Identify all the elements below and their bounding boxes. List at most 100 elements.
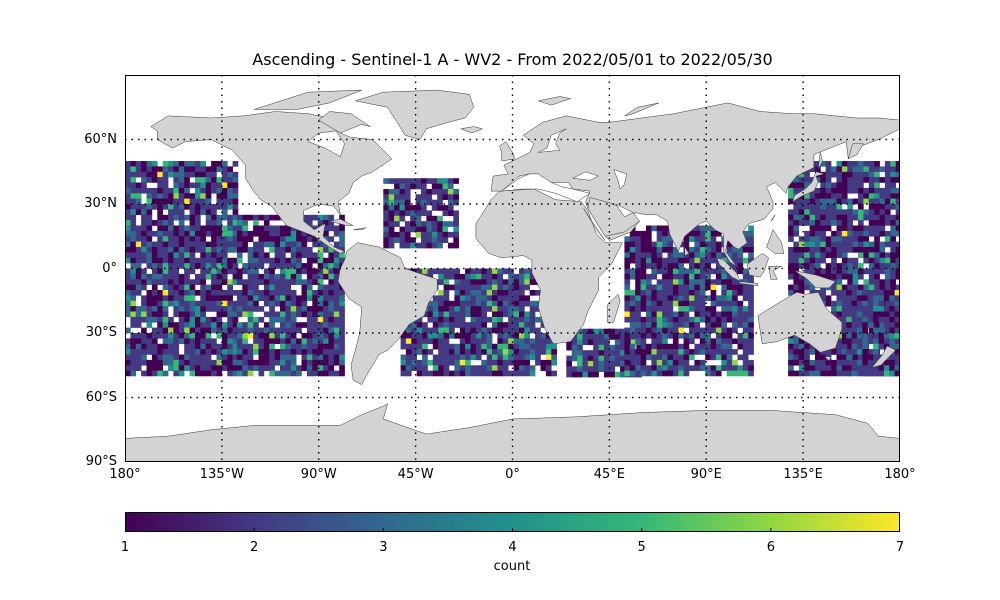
observation-cell	[667, 306, 674, 312]
observation-cell	[274, 311, 281, 318]
observation-cell	[715, 241, 722, 248]
observation-cell	[317, 359, 324, 366]
observation-cell	[737, 322, 744, 328]
red-sea-water	[583, 208, 606, 241]
observation-cell	[416, 268, 423, 275]
observation-cell	[125, 327, 131, 334]
observation-cell	[748, 333, 754, 339]
observation-cell	[879, 214, 886, 221]
observation-cell	[173, 230, 180, 237]
observation-cell	[168, 241, 174, 248]
observation-cell	[858, 225, 864, 232]
observation-cell	[798, 349, 805, 355]
observation-cell	[205, 273, 212, 280]
observation-cell	[328, 300, 335, 307]
observation-cell	[211, 279, 217, 285]
observation-cell	[715, 370, 722, 377]
observation-cell	[614, 328, 621, 335]
observation-cell	[205, 204, 212, 210]
observation-cell	[416, 338, 423, 345]
observation-cell	[804, 370, 810, 377]
observation-cell	[454, 349, 461, 355]
observation-cell	[513, 322, 520, 328]
observation-cell	[211, 241, 217, 248]
observation-cell	[232, 273, 239, 280]
observation-cell	[400, 354, 407, 361]
observation-cell	[421, 242, 427, 249]
observation-cell	[689, 273, 695, 280]
observation-cell	[189, 349, 196, 355]
observation-cell	[333, 290, 340, 296]
observation-cell	[453, 231, 459, 238]
observation-cell	[640, 322, 647, 328]
observation-cell	[178, 306, 185, 312]
observation-cell	[205, 316, 212, 323]
observation-cell	[862, 327, 868, 334]
observation-cell	[141, 349, 147, 355]
observation-cell	[285, 236, 292, 242]
observation-cell	[205, 359, 212, 366]
uk-land	[499, 141, 516, 162]
observation-cell	[173, 177, 180, 183]
observation-cell	[253, 306, 259, 312]
observation-cell	[328, 257, 335, 264]
observation-cell	[513, 290, 520, 296]
observation-cell	[793, 177, 800, 183]
observation-cell	[447, 210, 454, 217]
observation-cell	[130, 311, 137, 318]
observation-cell	[862, 359, 868, 366]
observation-cell	[427, 327, 434, 334]
observation-cell	[535, 300, 541, 307]
observation-cell	[486, 300, 493, 307]
observation-cell	[640, 295, 647, 302]
observation-cell	[296, 279, 302, 285]
observation-cell	[125, 161, 131, 167]
observation-cell	[470, 306, 477, 312]
observation-cell	[437, 205, 443, 211]
observation-cell	[285, 354, 292, 361]
observation-cell	[211, 268, 217, 275]
observation-cell	[895, 268, 900, 275]
observation-cell	[247, 311, 254, 318]
observation-cell	[793, 220, 800, 226]
observation-cell	[421, 210, 427, 217]
observation-cell	[162, 161, 169, 167]
observation-cell	[715, 322, 722, 328]
observation-cell	[258, 327, 265, 334]
observation-cell	[614, 339, 621, 346]
observation-cell	[328, 279, 335, 285]
observation-cell	[593, 366, 599, 372]
observation-cell	[459, 300, 466, 307]
observation-cell	[846, 333, 852, 339]
observation-cell	[651, 225, 658, 232]
observation-cell	[571, 344, 578, 351]
observation-cell	[135, 263, 142, 269]
observation-cell	[894, 295, 900, 302]
observation-cell	[296, 322, 302, 328]
observation-cell	[200, 268, 206, 275]
observation-cell	[253, 300, 259, 307]
observation-cell	[874, 273, 880, 280]
observation-cell	[858, 177, 864, 183]
observation-cell	[232, 230, 239, 237]
observation-cell	[410, 242, 416, 249]
observation-cell	[624, 306, 631, 312]
observation-cell	[405, 327, 412, 334]
observation-cell	[454, 295, 461, 302]
observation-cell	[629, 236, 636, 242]
observation-cell	[290, 370, 297, 377]
observation-cell	[258, 230, 265, 237]
observation-cell	[141, 247, 147, 253]
observation-cell	[296, 241, 302, 248]
observation-cell	[437, 199, 443, 206]
observation-cell	[296, 306, 302, 312]
observation-cell	[216, 311, 223, 318]
observation-cell	[519, 290, 525, 296]
observation-cell	[524, 284, 530, 291]
observation-cell	[732, 365, 738, 371]
observation-cell	[825, 161, 832, 167]
observation-cell	[438, 359, 444, 366]
observation-cell	[269, 327, 275, 334]
observation-cell	[306, 327, 313, 334]
observation-cell	[216, 290, 223, 296]
